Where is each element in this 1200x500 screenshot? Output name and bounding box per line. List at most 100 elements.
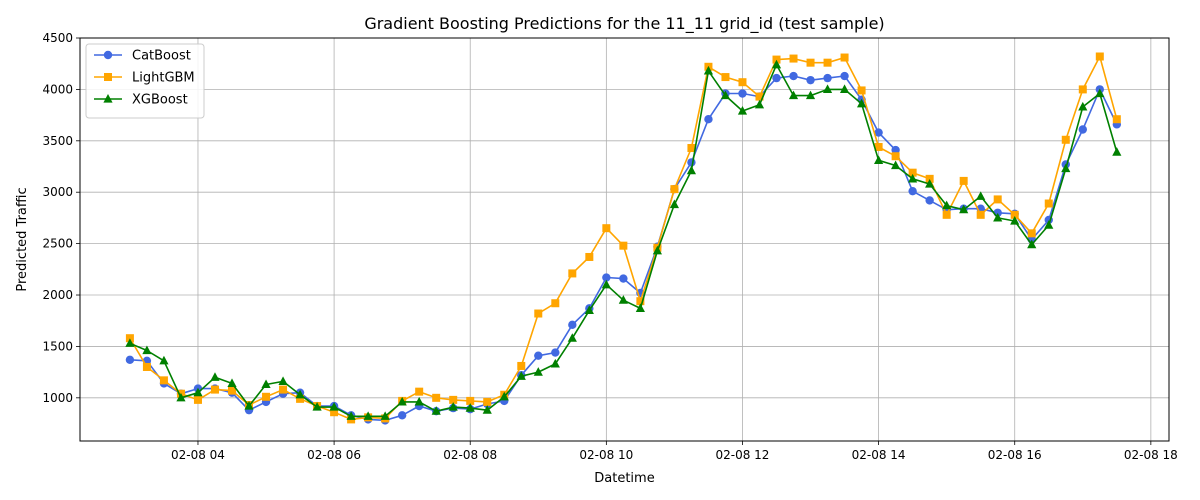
data-point-xgboost	[499, 391, 509, 401]
data-point-xgboost	[959, 204, 969, 214]
legend-label: CatBoost	[132, 49, 191, 64]
legend-entry-catboost: CatBoost	[94, 49, 191, 64]
x-axis-label: Datetime	[594, 471, 654, 486]
plot-frame	[79, 37, 1170, 442]
data-point-lightgbm	[619, 241, 628, 250]
data-point-xgboost	[380, 411, 390, 420]
data-point-xgboost	[856, 98, 867, 108]
data-point-lightgbm	[517, 361, 526, 370]
data-point-lightgbm	[551, 299, 560, 308]
chart-title: Gradient Boosting Predictions for the 11…	[364, 14, 884, 34]
legend-swatch-marker	[103, 94, 113, 103]
legend-swatch-marker	[104, 73, 112, 81]
data-point-lightgbm	[193, 395, 202, 404]
legend-label: LightGBM	[132, 71, 195, 86]
legend-entry-lightgbm: LightGBM	[94, 71, 195, 86]
data-point-lightgbm	[483, 397, 492, 406]
data-point-catboost	[602, 273, 611, 282]
data-point-lightgbm	[721, 73, 730, 82]
data-point-xgboost	[227, 378, 237, 388]
data-point-lightgbm	[942, 210, 951, 219]
data-point-lightgbm	[432, 393, 441, 402]
data-point-catboost	[891, 145, 900, 155]
data-point-lightgbm	[823, 58, 832, 67]
data-point-catboost	[772, 73, 781, 83]
data-point-lightgbm	[534, 309, 543, 318]
x-tick-label: 02-08 16	[988, 448, 1042, 462]
data-point-xgboost	[533, 367, 543, 376]
data-point-lightgbm	[262, 392, 271, 401]
data-point-xgboost	[397, 396, 407, 406]
data-point-lightgbm	[228, 386, 237, 395]
data-point-xgboost	[942, 200, 952, 210]
data-point-xgboost	[448, 402, 458, 411]
data-point-lightgbm	[415, 387, 424, 396]
y-tick-label: 1000	[42, 391, 73, 405]
data-point-xgboost	[1095, 88, 1105, 98]
data-point-catboost	[806, 75, 815, 85]
data-point-xgboost	[1010, 215, 1020, 225]
data-point-lightgbm	[976, 210, 985, 219]
data-point-xgboost	[567, 333, 577, 342]
data-point-lightgbm	[1010, 210, 1019, 219]
data-point-xgboost	[635, 303, 645, 312]
x-tick-label: 02-08 06	[307, 448, 361, 462]
data-point-catboost	[619, 274, 628, 283]
data-point-xgboost	[1061, 163, 1071, 173]
data-point-xgboost	[1112, 147, 1122, 156]
data-point-xgboost	[482, 405, 492, 414]
data-point-lightgbm	[296, 394, 305, 403]
data-point-lightgbm	[1061, 135, 1070, 144]
series-group	[125, 52, 1122, 425]
data-point-xgboost	[363, 411, 373, 420]
data-point-lightgbm	[806, 58, 815, 67]
data-point-xgboost	[1044, 220, 1054, 229]
data-point-xgboost	[159, 355, 169, 365]
data-point-catboost	[125, 355, 135, 364]
data-point-xgboost	[788, 90, 799, 100]
data-point-catboost	[840, 71, 849, 81]
data-point-xgboost	[261, 379, 271, 389]
data-point-lightgbm	[1095, 52, 1104, 61]
data-point-lightgbm	[636, 297, 645, 306]
y-tick-label: 4500	[42, 31, 73, 45]
y-tick-label: 2500	[42, 237, 73, 251]
legend-swatch-marker	[103, 50, 113, 60]
data-point-lightgbm	[738, 78, 747, 87]
x-tick-label: 02-08 14	[852, 448, 906, 462]
data-point-lightgbm	[993, 195, 1002, 204]
legend-entry-xgboost: XGBoost	[94, 93, 188, 108]
data-point-xgboost	[1078, 101, 1088, 111]
data-point-xgboost	[210, 372, 220, 381]
data-point-xgboost	[414, 396, 424, 406]
data-point-xgboost	[993, 212, 1003, 222]
data-point-lightgbm	[840, 53, 849, 62]
data-point-xgboost	[193, 387, 203, 397]
y-tick-label: 4000	[42, 82, 73, 96]
data-point-catboost	[568, 320, 577, 330]
data-point-lightgbm	[1044, 199, 1053, 208]
data-point-catboost	[397, 411, 407, 420]
data-point-catboost	[908, 186, 917, 196]
axes: 02-08 04 02-08 06 02-08 08 02-08 10 02-08 12…	[42, 31, 1177, 462]
data-point-catboost	[738, 89, 747, 98]
data-point-lightgbm	[466, 396, 475, 405]
data-point-xgboost	[720, 90, 731, 100]
data-point-lightgbm	[789, 54, 798, 63]
data-point-xgboost	[1027, 239, 1037, 249]
data-point-xgboost	[771, 59, 782, 69]
data-point-xgboost	[176, 392, 186, 402]
y-axis-label: Predicted Traffic	[15, 187, 30, 291]
data-point-xgboost	[908, 173, 918, 183]
data-point-lightgbm	[670, 185, 679, 194]
data-point-catboost	[1078, 125, 1087, 134]
data-point-lightgbm	[874, 142, 883, 151]
data-point-lightgbm	[1112, 115, 1121, 124]
data-point-xgboost	[618, 295, 628, 304]
data-point-catboost	[534, 351, 543, 360]
data-point-xgboost	[703, 65, 714, 75]
data-point-lightgbm	[210, 385, 219, 394]
x-tick-label: 02-08 10	[579, 448, 633, 462]
data-point-lightgbm	[568, 269, 577, 278]
